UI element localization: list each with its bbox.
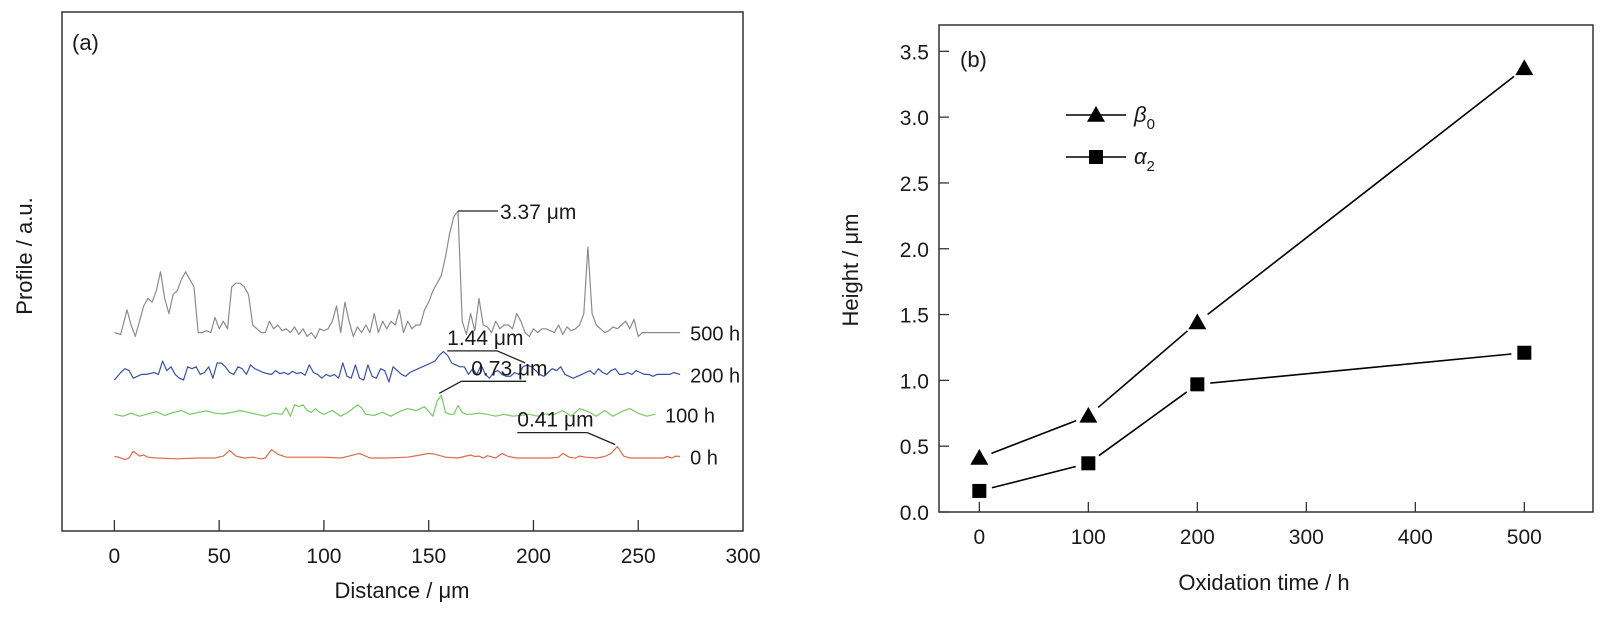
panel-b-y-tick-label: 3.5 bbox=[900, 41, 929, 64]
legend-marker-square bbox=[1089, 150, 1103, 164]
profile-series-label: 0 h bbox=[690, 447, 718, 469]
legend-label: α2 bbox=[1134, 144, 1155, 175]
profile-line-100h bbox=[114, 394, 656, 417]
profile-series-label: 200 h bbox=[690, 365, 740, 387]
panel-a-profile-chart: (a) 0 50 100 150 200 250 300 500 h 200 h 100 h 0 … bbox=[12, 11, 761, 603]
panel-b-y-tick-label: 2.5 bbox=[900, 173, 929, 196]
panel-b-x-axis-label: Oxidation time / h bbox=[1178, 570, 1349, 595]
annotation-leader-line bbox=[496, 350, 526, 364]
panel-b-x-tick-label: 100 bbox=[1071, 526, 1106, 549]
legend-item-beta0: β0 bbox=[1066, 102, 1155, 133]
peak-height-annotation: 0.41 μm bbox=[517, 409, 593, 432]
panel-b-height-chart: (b) 0 100 200 300 400 500 0.0 0.5 1.0 1.5 2.0 2.5 3… bbox=[838, 24, 1594, 595]
panel-a-plot-frame bbox=[61, 11, 744, 532]
panel-b-x-tick-label: 300 bbox=[1289, 526, 1324, 549]
panel-a-x-tick-label: 150 bbox=[411, 545, 446, 568]
legend-marker-triangle bbox=[1087, 106, 1105, 122]
profile-series-label: 500 h bbox=[690, 324, 740, 346]
panel-b-label: (b) bbox=[960, 47, 987, 72]
panel-b-x-tick-label: 200 bbox=[1180, 526, 1215, 549]
profile-line-200h bbox=[113, 351, 681, 383]
panel-a-x-axis-label: Distance / μm bbox=[335, 578, 470, 603]
panel-b-x-axis-ticks: 0 100 200 300 400 500 bbox=[973, 502, 1542, 549]
panel-b-y-tick-label: 1.5 bbox=[900, 305, 929, 328]
series-segment-beta0 bbox=[991, 419, 1077, 455]
peak-height-annotation: 1.44 μm bbox=[447, 327, 523, 350]
alpha2-data-point bbox=[1081, 456, 1096, 471]
panel-b-y-axis-label: Height / μm bbox=[838, 214, 863, 327]
panel-a-x-tick-label: 200 bbox=[516, 545, 551, 568]
panel-b-y-tick-label: 0.5 bbox=[900, 436, 929, 459]
annotation-leader-line bbox=[438, 380, 462, 394]
peak-height-annotation: 3.37 μm bbox=[500, 201, 576, 224]
beta0-data-point bbox=[1188, 313, 1207, 330]
profile-line-0h bbox=[114, 446, 681, 461]
panel-a-x-tick-label: 300 bbox=[725, 545, 760, 568]
panel-a-series-group: 500 h 200 h 100 h 0 h bbox=[113, 210, 740, 469]
panel-b-y-axis-ticks: 0.0 0.5 1.0 1.5 2.0 2.5 3.0 3.5 bbox=[900, 41, 949, 525]
alpha2-data-point bbox=[972, 483, 987, 498]
profile-line-500h bbox=[114, 210, 681, 339]
panel-a-x-tick-label: 250 bbox=[621, 545, 656, 568]
panel-b-x-tick-label: 500 bbox=[1507, 526, 1542, 549]
series-segment-alpha2 bbox=[991, 465, 1076, 489]
peak-height-annotation: 0.73 μm bbox=[471, 357, 547, 380]
series-segment-alpha2 bbox=[1098, 391, 1188, 457]
beta0-data-point bbox=[1079, 406, 1098, 423]
annotation-leader-line bbox=[587, 432, 616, 446]
alpha2-data-point bbox=[1190, 377, 1205, 392]
panel-a-x-tick-label: 0 bbox=[109, 545, 121, 568]
panel-a-x-tick-label: 50 bbox=[207, 545, 230, 568]
panel-b-series-group bbox=[970, 59, 1534, 498]
panel-a-annotations: 3.37 μm 1.44 μm 0.73 μm 0.41 μm bbox=[438, 201, 616, 446]
panel-b-x-tick-label: 400 bbox=[1398, 526, 1433, 549]
panel-a-y-axis-label: Profile / a.u. bbox=[12, 197, 37, 314]
series-segment-beta0 bbox=[1207, 75, 1515, 316]
panel-a-x-axis-ticks: 0 50 100 150 200 250 300 bbox=[109, 520, 761, 568]
beta0-data-point bbox=[970, 449, 989, 465]
beta0-data-point bbox=[1515, 59, 1534, 76]
panel-b-y-tick-label: 1.0 bbox=[900, 370, 929, 393]
panel-b-y-tick-label: 2.0 bbox=[900, 239, 929, 262]
panel-b-x-tick-label: 0 bbox=[973, 526, 985, 549]
panel-b-y-tick-label: 3.0 bbox=[900, 107, 929, 130]
panel-a-label: (a) bbox=[72, 30, 99, 55]
series-segment-beta0 bbox=[1097, 330, 1188, 409]
legend-label: β0 bbox=[1133, 102, 1155, 133]
series-segment-alpha2 bbox=[1210, 353, 1512, 384]
alpha2-data-point bbox=[1517, 345, 1532, 360]
legend-item-alpha2: α2 bbox=[1066, 144, 1155, 175]
profile-series-label: 100 h bbox=[665, 405, 715, 427]
panel-a-x-tick-label: 100 bbox=[306, 545, 341, 568]
panel-b-plot-frame bbox=[938, 24, 1594, 513]
panel-b-y-tick-label: 0.0 bbox=[900, 502, 929, 525]
